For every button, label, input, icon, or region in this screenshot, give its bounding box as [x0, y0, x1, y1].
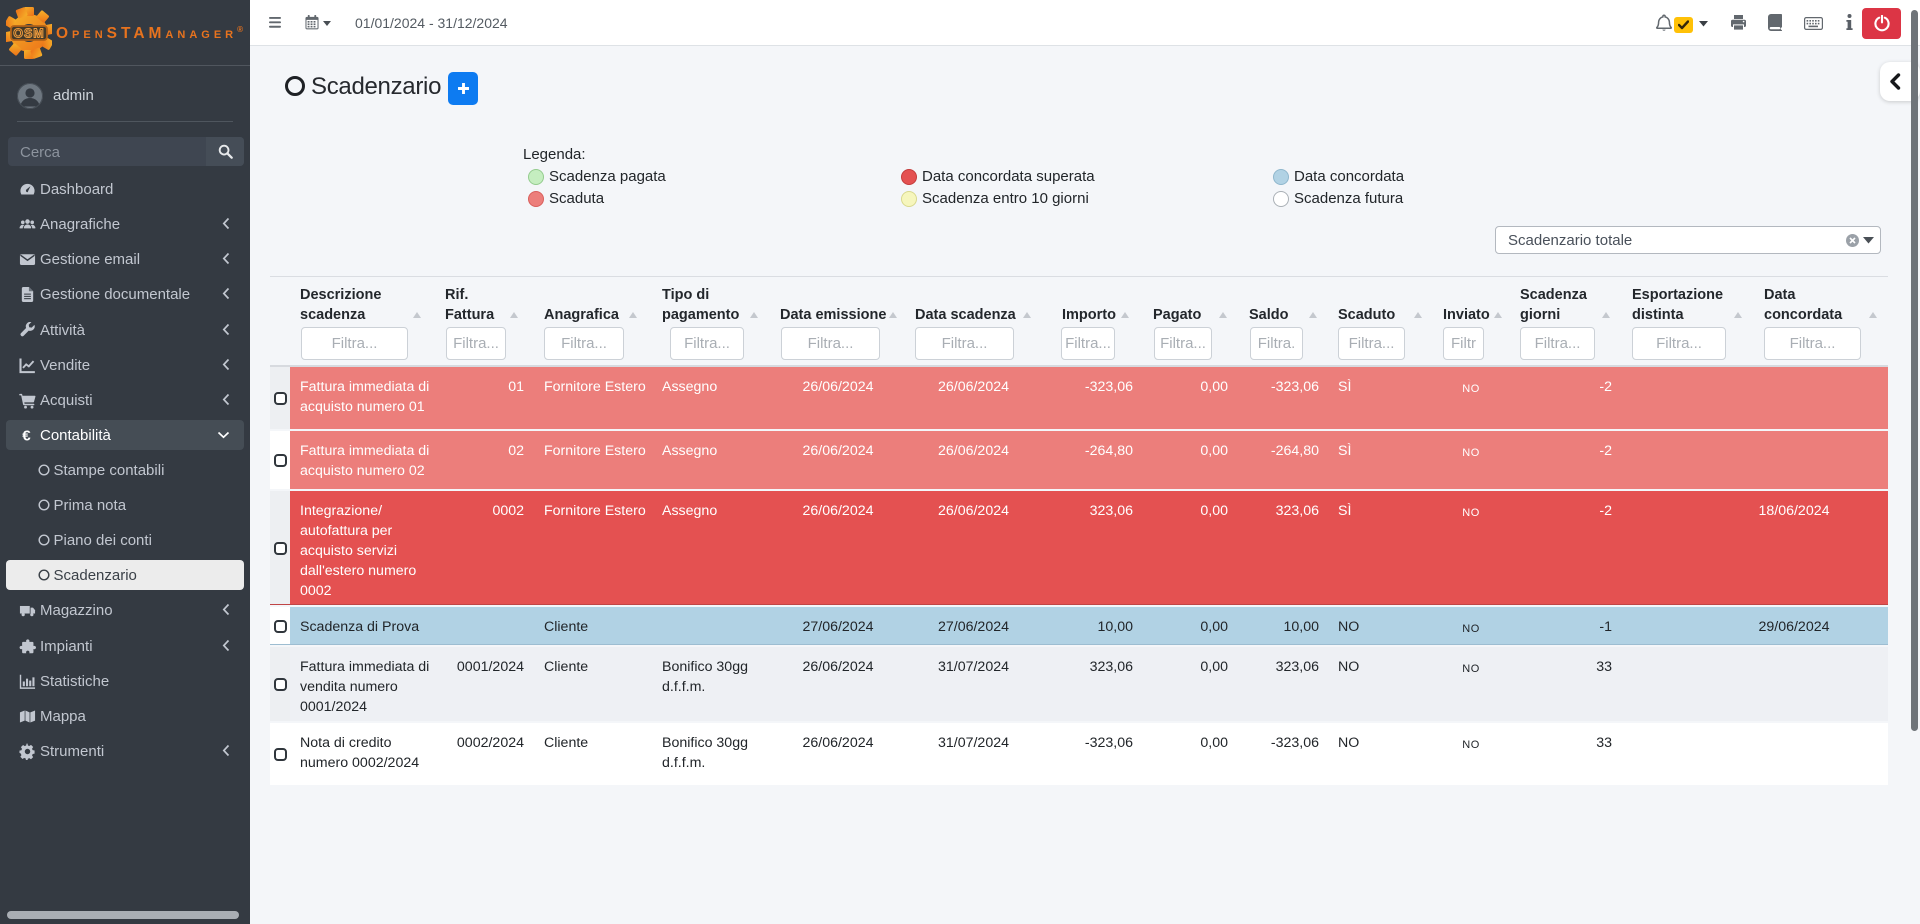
- svg-text:€: €: [22, 428, 31, 444]
- svg-text:OSM: OSM: [13, 27, 44, 41]
